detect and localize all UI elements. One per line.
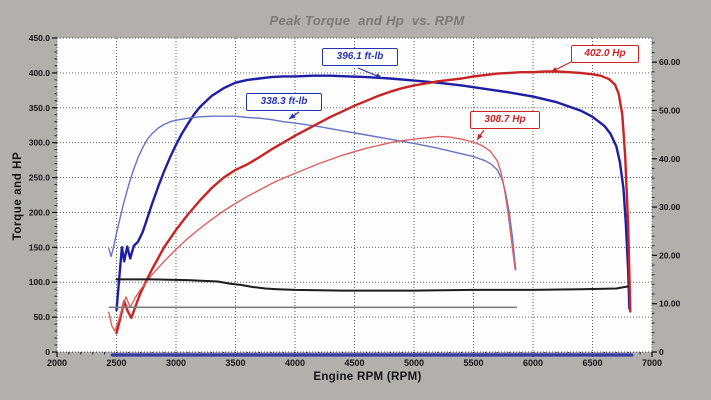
- y-left-tick-label: 250.0: [29, 173, 51, 183]
- callout-arrowhead: [289, 113, 296, 119]
- y-right-tick-label: 40.00: [659, 154, 681, 164]
- x-tick-label: 6000: [523, 358, 543, 368]
- y-right-tick-label: 60.00: [659, 57, 681, 67]
- x-tick-label: 4000: [285, 358, 305, 368]
- callout-peak-hp-run1: 308.7 Hp: [470, 111, 540, 129]
- y-left-tick-label: 350.0: [29, 103, 51, 113]
- y-left-tick-label: 400.0: [29, 68, 51, 78]
- x-axis-title: Engine RPM (RPM): [313, 371, 422, 383]
- y-left-tick-label: 0: [45, 347, 50, 357]
- x-tick-label: 2500: [106, 358, 126, 368]
- series-torque-run2: [115, 74, 631, 312]
- x-tick-label: 3500: [225, 358, 245, 368]
- x-tick-label: 5500: [463, 358, 483, 368]
- series-hp-run2: [115, 70, 632, 335]
- x-tick-label: 2000: [47, 358, 67, 368]
- x-tick-label: 6500: [582, 358, 602, 368]
- y-right-tick-label: 20.00: [659, 250, 681, 260]
- y-right-tick-label: 30.00: [659, 202, 681, 212]
- y-left-tick-label: 100.0: [29, 277, 51, 287]
- callout-arrowhead: [477, 133, 483, 140]
- chart-title: Peak Torque and Hp vs. RPM: [269, 13, 465, 28]
- y-left-tick-label: 300.0: [29, 138, 51, 148]
- callout-arrowhead: [375, 73, 382, 79]
- x-tick-label: 4500: [344, 358, 364, 368]
- y-left-tick-label: 450.0: [29, 33, 51, 43]
- y-left-tick-label: 150.0: [29, 242, 51, 252]
- x-tick-label: 3000: [166, 358, 186, 368]
- x-tick-label: 7000: [642, 358, 662, 368]
- y-left-tick-label: 200.0: [29, 207, 51, 217]
- y-right-tick-label: 50.00: [659, 105, 681, 115]
- callout-peak-torque-run2: 396.1 ft-lb: [322, 48, 398, 66]
- y-left-tick-label: 50.0: [33, 312, 50, 322]
- x-tick-label: 5000: [404, 358, 424, 368]
- y-right-tick-label: 0: [659, 347, 664, 357]
- y-axis-title: Torque and HP: [12, 151, 24, 241]
- series-hp-run1: [108, 135, 516, 332]
- series-aux-black: [115, 278, 630, 292]
- callout-arrowhead: [551, 66, 558, 72]
- callout-peak-hp-run2: 402.0 Hp: [571, 45, 639, 63]
- y-right-tick-label: 10.00: [659, 299, 681, 309]
- callout-peak-torque-run1: 338.3 ft-lb: [246, 93, 322, 111]
- series-torque-run1: [108, 115, 517, 271]
